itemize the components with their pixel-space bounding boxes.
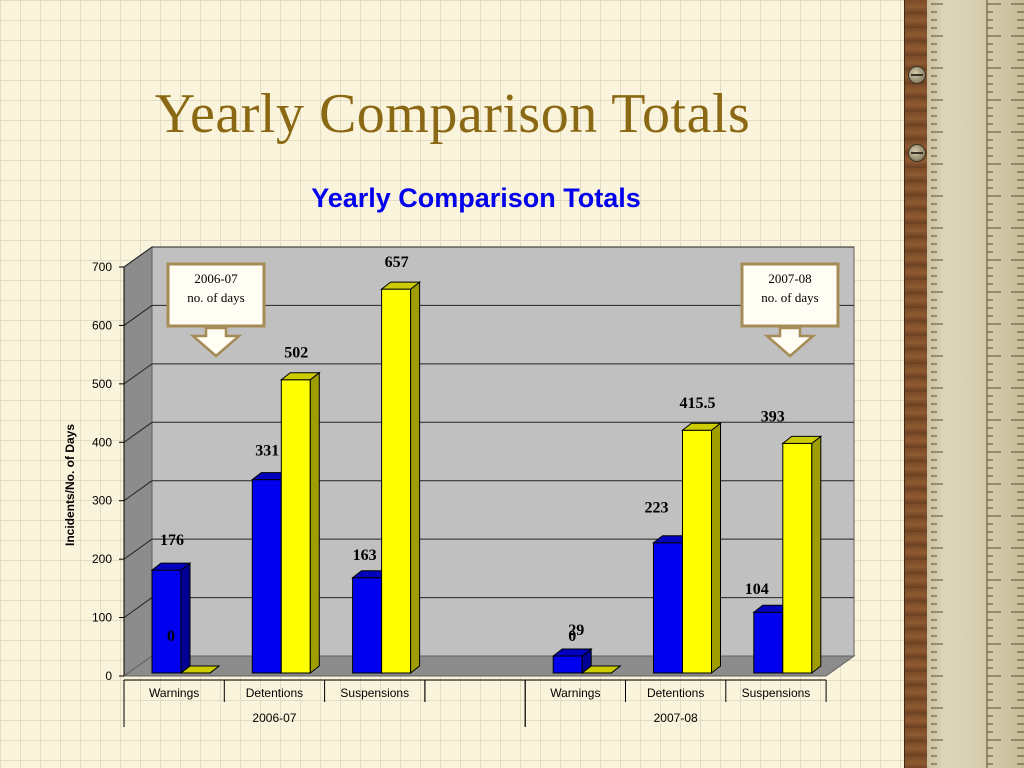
bar-days xyxy=(781,435,823,675)
bar-incidents xyxy=(150,562,192,675)
gridline-side xyxy=(123,305,153,326)
bar-incidents-top xyxy=(150,562,192,571)
data-label: 223 xyxy=(645,500,669,517)
bar-days-top xyxy=(781,435,823,444)
x-category-label: Suspensions xyxy=(340,686,409,700)
screw-icon xyxy=(908,66,926,84)
bar-incidents-front xyxy=(251,479,282,674)
data-label: 502 xyxy=(284,345,308,362)
bar-days xyxy=(179,665,221,674)
bar-days-front xyxy=(381,288,412,674)
gridline-side xyxy=(123,480,153,502)
bar-days-front xyxy=(682,429,712,674)
callout-text: no. of days xyxy=(761,290,818,305)
x-category-label: Detentions xyxy=(647,686,704,700)
data-label: 331 xyxy=(255,443,279,460)
ruler-icon xyxy=(931,0,1024,768)
ruler-wood-edge xyxy=(905,0,927,768)
y-tick-label: 0 xyxy=(105,669,112,683)
callout-box xyxy=(740,262,840,328)
data-label: 176 xyxy=(160,532,184,549)
bar-incidents xyxy=(551,648,593,675)
callout-text: 2007-08 xyxy=(768,271,811,286)
gridline-side xyxy=(123,597,153,618)
bar-days-top xyxy=(179,665,221,674)
data-label: 393 xyxy=(761,408,785,425)
y-tick-label: 300 xyxy=(92,494,112,508)
y-tick-label: 700 xyxy=(92,260,112,274)
gridline-side xyxy=(123,363,153,385)
annotation-callout xyxy=(166,262,266,358)
data-label: 0 xyxy=(167,628,175,645)
chart-title: Yearly Comparison Totals xyxy=(311,183,641,213)
annotation-callout xyxy=(740,262,840,358)
slide-title: Yearly Comparison Totals xyxy=(154,83,751,145)
x-group-label: 2007-08 xyxy=(654,711,698,725)
down-arrow-icon xyxy=(763,326,817,358)
callout-box xyxy=(166,262,266,328)
x-category-label: Detentions xyxy=(246,686,303,700)
bar-incidents-front xyxy=(653,542,683,674)
bar-days-side xyxy=(811,435,822,675)
bar-days-top xyxy=(279,372,321,381)
bar-days-side xyxy=(410,281,421,675)
data-label: 657 xyxy=(385,254,409,271)
x-category-label: Warnings xyxy=(149,686,199,700)
gridline-side xyxy=(123,538,153,560)
bar-days xyxy=(380,281,422,675)
y-tick-label: 600 xyxy=(92,318,112,332)
screw-icon xyxy=(908,144,926,162)
bar-incidents-top xyxy=(551,648,593,657)
data-label: 29 xyxy=(568,622,584,639)
x-category-label: Warnings xyxy=(550,686,600,700)
data-label: 415.5 xyxy=(680,395,716,412)
gridline-side xyxy=(123,421,153,443)
bar-days xyxy=(580,665,622,674)
chart-side-wall xyxy=(123,246,153,677)
ruler-decoration xyxy=(904,0,1024,768)
data-label: 104 xyxy=(745,581,769,598)
x-category-label: Suspensions xyxy=(742,686,811,700)
y-tick-label: 200 xyxy=(92,552,112,566)
bar-incidents-front xyxy=(753,611,784,674)
bar-incidents-front xyxy=(151,569,182,674)
bar-days-top xyxy=(580,665,622,674)
y-axis-label: Incidents/No. of Days xyxy=(63,424,77,546)
y-tick-label: 400 xyxy=(92,435,112,449)
bar-incidents-side xyxy=(180,562,191,675)
bar-days xyxy=(681,422,722,675)
bar-incidents-front xyxy=(352,577,383,674)
bar-chart: Yearly Comparison Totals 0 100 200 300 400 500… xyxy=(63,183,856,727)
bar-days-side xyxy=(309,371,320,675)
data-label: 0 xyxy=(568,628,576,645)
down-arrow-icon xyxy=(189,326,243,358)
x-group-label: 2006-07 xyxy=(252,711,296,725)
bar-days xyxy=(279,371,321,675)
bar-days-front xyxy=(782,442,813,674)
bar-days-front xyxy=(280,379,311,674)
bar-days-top xyxy=(380,281,422,290)
bar-days-top xyxy=(681,422,722,431)
gridline-side xyxy=(123,246,153,268)
y-tick-label: 100 xyxy=(92,611,112,625)
bar-incidents-front xyxy=(552,655,583,674)
callout-text: no. of days xyxy=(187,290,244,305)
bar-days-side xyxy=(711,422,721,675)
y-tick-label: 500 xyxy=(92,377,112,391)
callout-text: 2006-07 xyxy=(194,271,238,286)
chart-floor xyxy=(122,655,856,677)
data-label: 163 xyxy=(353,547,377,564)
